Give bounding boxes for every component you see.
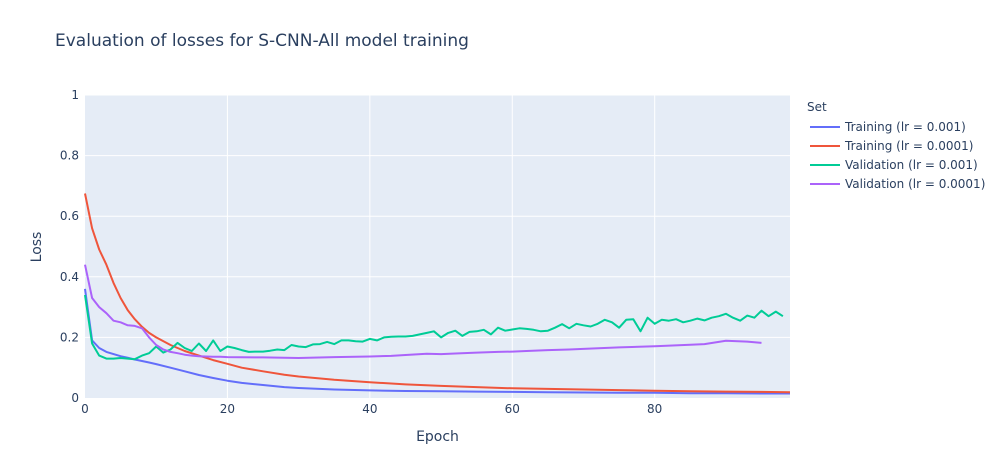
- y-tick-label: 1: [71, 88, 79, 102]
- x-tick-label: 40: [362, 402, 377, 416]
- y-tick-label: 0.6: [60, 209, 79, 223]
- y-tick-label: 0.8: [60, 149, 79, 163]
- series-line: [84, 294, 784, 361]
- x-tick-label: 60: [505, 402, 520, 416]
- chart-title: Evaluation of losses for S-CNN-All model…: [55, 31, 469, 51]
- x-axis-title: Epoch: [416, 429, 459, 445]
- legend-title: Set: [807, 100, 827, 114]
- legend-item-label: Training (lr = 0.001): [844, 120, 966, 134]
- legend-item-label: Validation (lr = 0.001): [845, 158, 978, 172]
- x-axis-ticks: 0 20 40 60 80: [81, 402, 662, 416]
- legend-item-label: Training (lr = 0.0001): [844, 139, 973, 153]
- legend-item-label: Validation (lr = 0.0001): [845, 177, 985, 191]
- legend: Set Training (lr = 0.001) Training (lr = …: [807, 100, 985, 191]
- series-line: [84, 264, 762, 359]
- series-line: [84, 193, 791, 394]
- y-tick-label: 0.2: [60, 330, 79, 344]
- y-axis-title: Loss: [29, 232, 45, 263]
- x-tick-label: 20: [220, 402, 235, 416]
- grid-lines: [85, 94, 790, 398]
- y-axis-ticks: 0 0.2 0.4 0.6 0.8 1: [60, 88, 79, 405]
- series-lines: [84, 193, 791, 395]
- y-tick-label: 0: [71, 391, 79, 405]
- series-line: [84, 288, 790, 395]
- x-tick-label: 80: [647, 402, 662, 416]
- y-tick-label: 0.4: [60, 270, 79, 284]
- x-tick-label: 0: [81, 402, 89, 416]
